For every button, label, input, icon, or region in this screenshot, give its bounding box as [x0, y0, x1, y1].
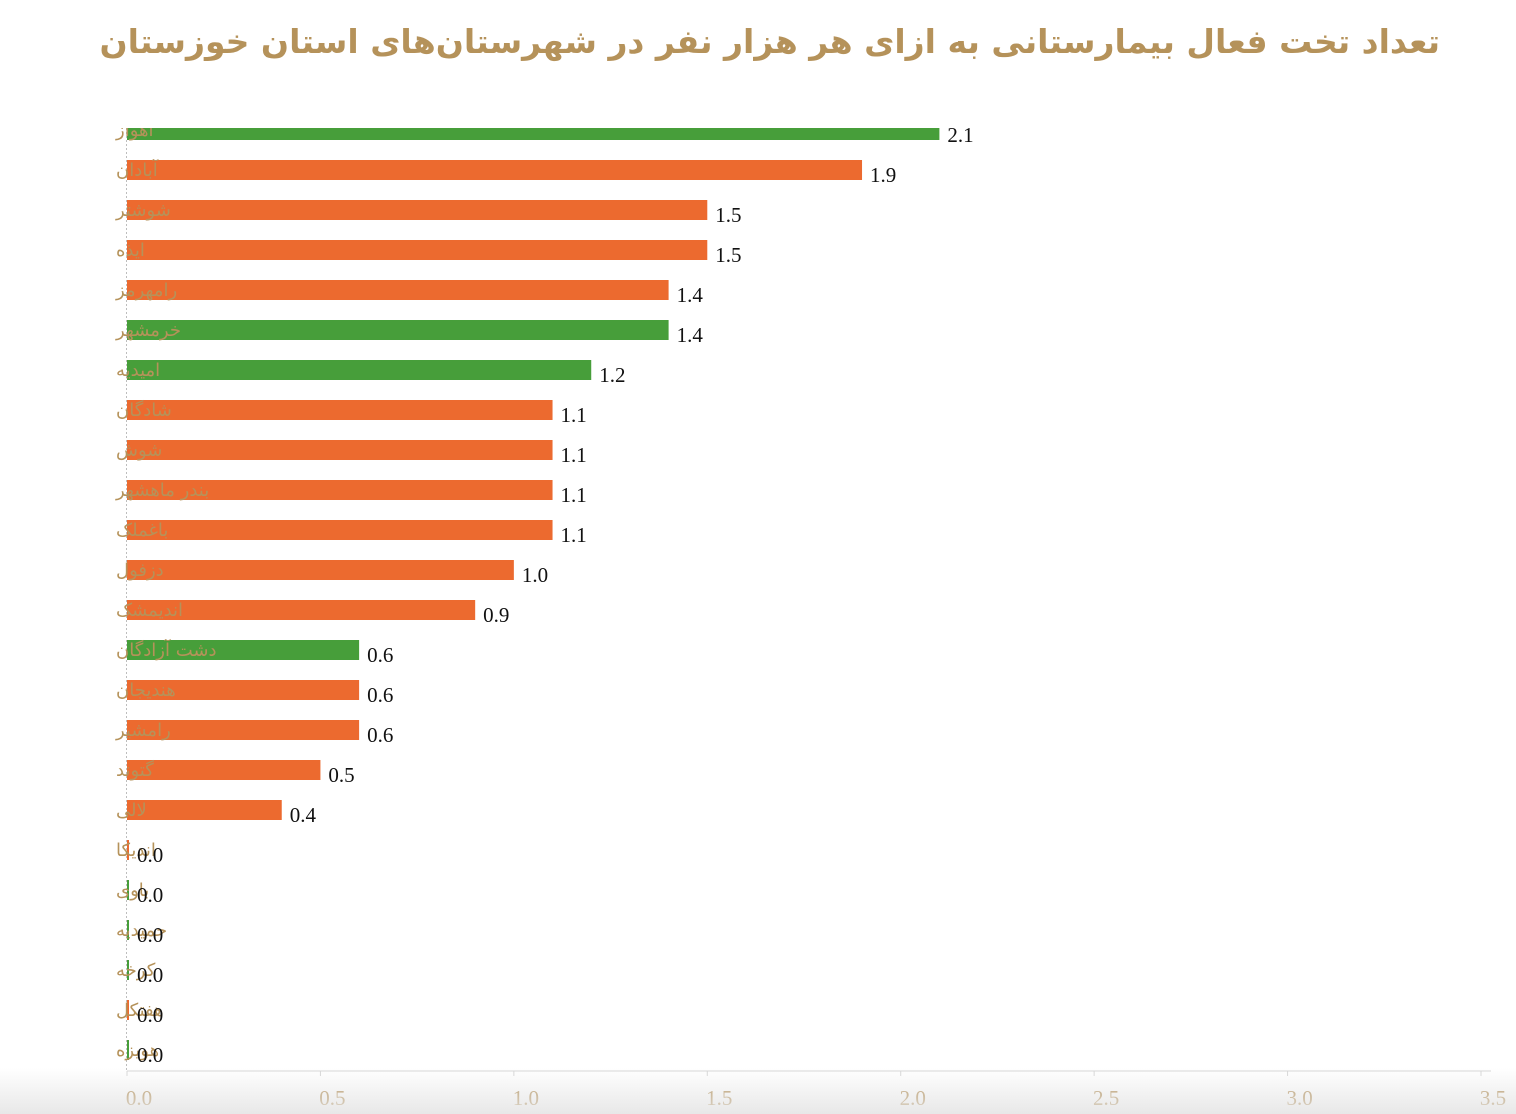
data-label: 1.1 — [561, 443, 587, 467]
category-label: لالی — [116, 800, 147, 821]
category-label: ایذه — [116, 240, 145, 261]
category-label: آبادان — [116, 158, 159, 181]
category-label: هندیجان — [116, 680, 176, 701]
data-label: 1.1 — [561, 403, 587, 427]
category-label: باوی — [116, 880, 149, 901]
x-tick-label: 3.5 — [1480, 1086, 1506, 1110]
data-label: 0.0 — [137, 843, 163, 867]
bar — [127, 128, 940, 140]
data-label: 0.0 — [137, 1043, 163, 1067]
plot-area: اهواز 2.1 آبادان 1.9 شوشتر 1.5 ایذه 1.5 رامهرمز 1… — [0, 128, 1516, 1114]
data-label: 1.5 — [715, 243, 741, 267]
bar — [127, 760, 321, 780]
x-tick-label: 2.0 — [900, 1086, 926, 1110]
data-label: 1.5 — [715, 203, 741, 227]
data-label: 0.5 — [328, 763, 354, 787]
data-label: 0.4 — [290, 803, 317, 827]
bar — [127, 560, 514, 580]
x-tick-label: 1.0 — [513, 1086, 539, 1110]
data-label: 0.9 — [483, 603, 509, 627]
data-label: 2.1 — [947, 128, 973, 147]
data-label: 0.0 — [137, 963, 163, 987]
bar — [127, 160, 863, 180]
bar — [127, 920, 129, 940]
data-label: 1.1 — [561, 483, 587, 507]
x-tick-label: 0.0 — [126, 1086, 152, 1110]
bar — [127, 680, 360, 700]
category-label: شوش — [116, 440, 162, 461]
bar — [127, 960, 129, 980]
bar — [127, 360, 592, 380]
data-label: 0.6 — [367, 723, 393, 747]
bar — [127, 400, 553, 420]
category-label: رامهرمز — [115, 280, 177, 301]
category-label: اندیکا — [116, 840, 156, 861]
bar — [127, 520, 553, 540]
bar — [127, 240, 708, 260]
category-label: هفتکل — [116, 1000, 164, 1021]
category-label: حمیدیه — [116, 920, 167, 941]
bar — [127, 1000, 129, 1020]
category-label: خرمشهر — [115, 320, 181, 341]
chart-title: تعداد تخت فعال بیمارستانی به ازای هر هزا… — [99, 22, 1440, 61]
bar — [127, 640, 360, 660]
category-label: شوشتر — [115, 200, 171, 221]
data-label: 1.9 — [870, 163, 896, 187]
x-tick-label: 2.5 — [1093, 1086, 1119, 1110]
bar — [127, 720, 360, 740]
x-tick-label: 3.0 — [1286, 1086, 1312, 1110]
data-label: 1.0 — [522, 563, 548, 587]
data-label: 1.2 — [599, 363, 625, 387]
data-label: 1.4 — [677, 283, 704, 307]
data-label: 0.0 — [137, 1003, 163, 1027]
data-label: 0.6 — [367, 683, 393, 707]
bar — [127, 880, 129, 900]
data-label: 0.0 — [137, 923, 163, 947]
x-tick-label: 0.5 — [319, 1086, 345, 1110]
data-label: 1.4 — [677, 323, 704, 347]
data-label: 0.0 — [137, 883, 163, 907]
bar — [127, 320, 669, 340]
category-label: امیدیه — [116, 360, 160, 381]
category-label: بندر ماهشهر — [115, 480, 209, 501]
bar — [127, 800, 282, 820]
bar — [127, 840, 129, 860]
category-label: اندیمشک — [116, 600, 183, 621]
bar — [127, 480, 553, 500]
category-label: کرخه — [116, 960, 156, 981]
data-label: 0.6 — [367, 643, 393, 667]
bar-chart: اهواز 2.1 آبادان 1.9 شوشتر 1.5 ایذه 1.5 رامهرمز 1… — [115, 128, 1506, 1110]
bar — [127, 600, 476, 620]
bar — [127, 440, 553, 460]
category-label: گتوند — [116, 759, 154, 781]
category-label: شادگان — [116, 399, 172, 421]
category-label: دزفول — [116, 560, 164, 581]
data-label: 1.1 — [561, 523, 587, 547]
bar — [127, 1040, 129, 1060]
category-label: دشت آزادگان — [116, 638, 216, 661]
category-label: رامشیر — [115, 720, 171, 741]
x-tick-label: 1.5 — [706, 1086, 732, 1110]
bar — [127, 280, 669, 300]
category-label: هویزه — [116, 1040, 159, 1061]
category-label: اهواز — [115, 128, 154, 141]
category-label: باغملک — [116, 520, 168, 541]
bar — [127, 200, 708, 220]
